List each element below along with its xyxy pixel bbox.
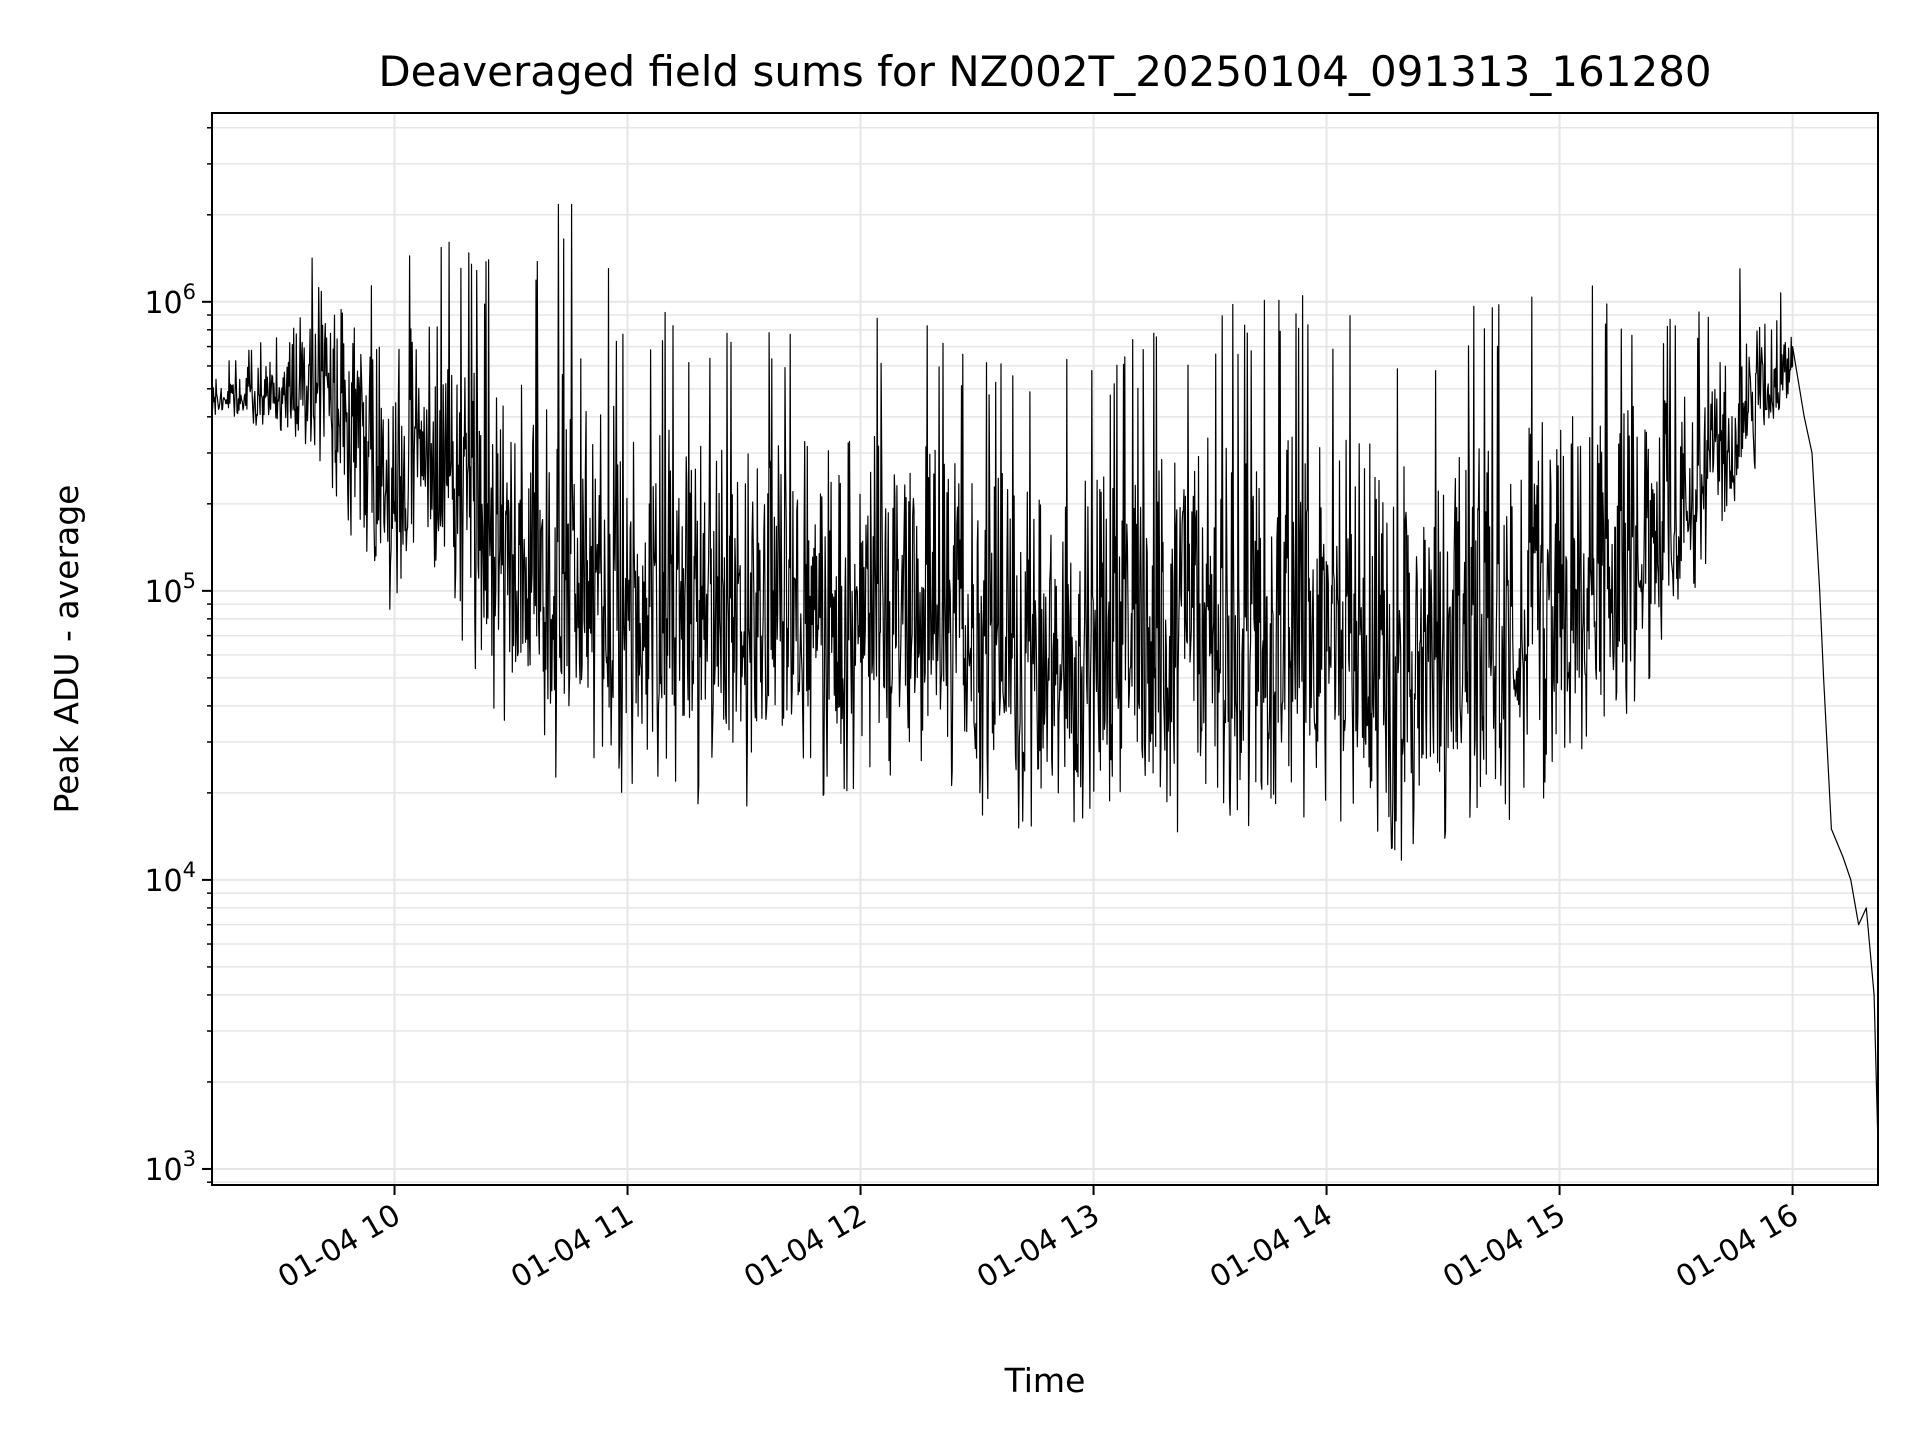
plot-frame xyxy=(211,112,1879,1186)
y-axis-title: Peak ADU - average xyxy=(47,485,86,814)
chart-title: Deaveraged field sums for NZ002T_2025010… xyxy=(378,47,1711,96)
y-tick-label: 105 xyxy=(144,569,196,610)
series-line xyxy=(211,203,1879,1147)
y-tick-label: 106 xyxy=(144,280,196,321)
y-tick-label: 103 xyxy=(144,1147,196,1188)
x-axis-title: Time xyxy=(1004,1361,1086,1400)
y-tick-label: 104 xyxy=(144,858,196,899)
